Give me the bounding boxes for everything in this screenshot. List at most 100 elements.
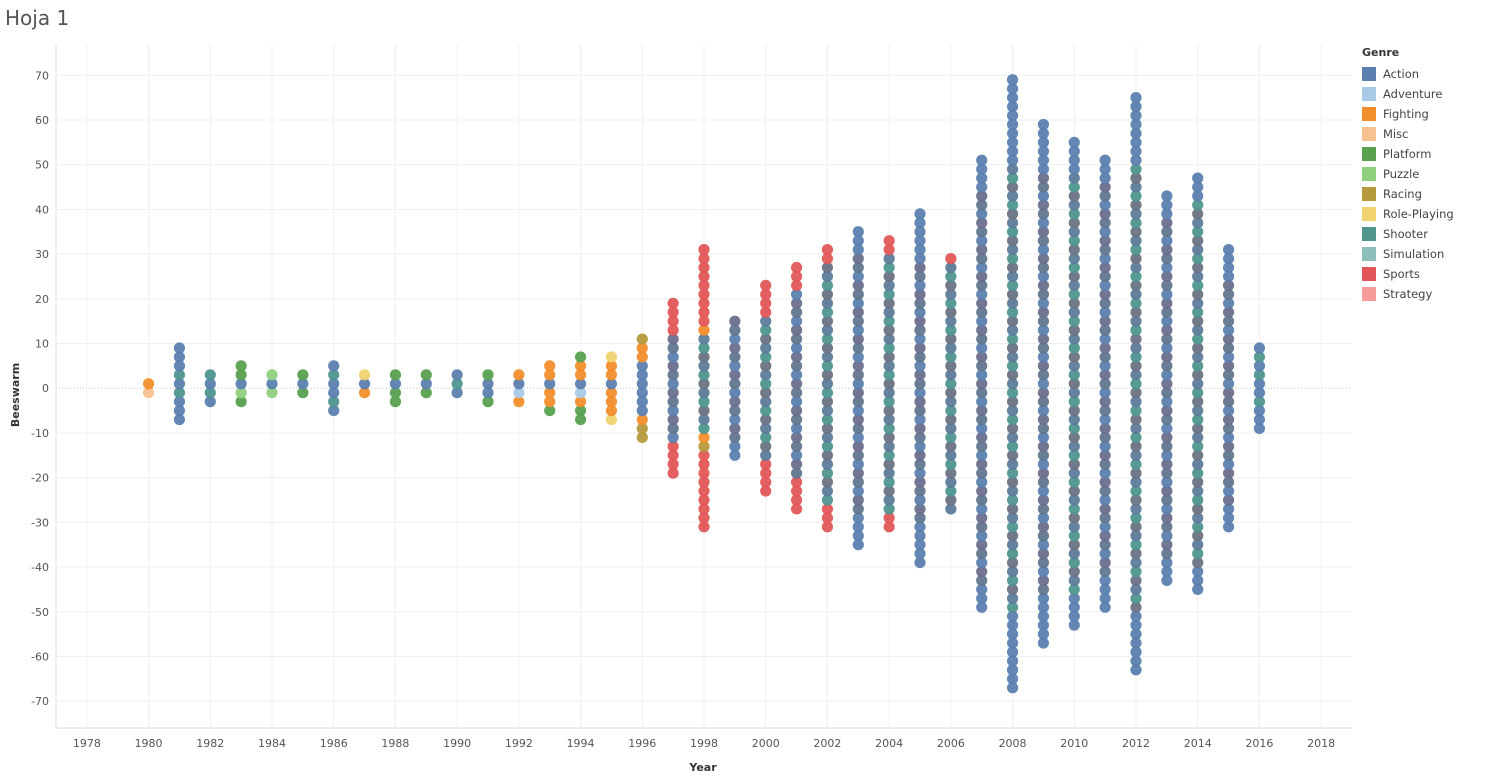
x-tick-label: 1978 — [73, 737, 101, 750]
beeswarm-point — [1037, 556, 1050, 569]
beeswarm-point — [1161, 208, 1173, 220]
beeswarm-point — [1068, 583, 1080, 596]
legend-label: Simulation — [1383, 247, 1445, 261]
beeswarm-point — [1006, 127, 1019, 140]
beeswarm-point — [1099, 574, 1111, 587]
beeswarm-point — [1130, 92, 1142, 104]
beeswarm-point — [1161, 369, 1173, 381]
beeswarm-point — [1068, 172, 1080, 184]
beeswarm-point — [821, 404, 834, 417]
legend-item-simulation[interactable]: Simulation — [1362, 244, 1454, 264]
beeswarm-point — [852, 279, 864, 292]
beeswarm-point — [1006, 181, 1019, 193]
beeswarm-point — [1192, 503, 1204, 515]
beeswarm-point — [1161, 521, 1173, 533]
beeswarm-point — [790, 342, 803, 354]
y-tick-label: -30 — [31, 516, 49, 529]
beeswarm-point — [914, 530, 926, 542]
beeswarm-point — [1037, 360, 1050, 372]
beeswarm-point — [235, 396, 247, 408]
beeswarm-point — [945, 387, 957, 399]
beeswarm-point — [914, 324, 926, 336]
beeswarm-point — [1130, 127, 1142, 140]
beeswarm-point — [790, 351, 803, 363]
beeswarm-point — [760, 360, 772, 372]
beeswarm-point — [729, 342, 741, 354]
beeswarm-point — [1037, 521, 1050, 533]
beeswarm-point — [729, 378, 741, 390]
legend-item-platform[interactable]: Platform — [1362, 144, 1454, 164]
legend-swatch — [1362, 267, 1376, 281]
beeswarm-point — [1006, 413, 1019, 426]
beeswarm-point — [1068, 485, 1080, 497]
beeswarm-point — [1161, 378, 1173, 390]
beeswarm-point — [1099, 548, 1111, 560]
beeswarm-point — [945, 261, 957, 274]
x-tick-label: 1996 — [628, 737, 656, 750]
beeswarm-point — [173, 378, 186, 390]
beeswarm-point — [1099, 485, 1111, 497]
beeswarm-point — [173, 396, 186, 408]
beeswarm-point — [1068, 181, 1080, 193]
beeswarm-point — [1161, 574, 1173, 587]
beeswarm-point — [1037, 369, 1050, 381]
legend-item-racing[interactable]: Racing — [1362, 184, 1454, 204]
beeswarm-point — [729, 387, 741, 399]
beeswarm-point — [1068, 548, 1080, 560]
beeswarm-point — [1006, 154, 1019, 166]
beeswarm-point — [790, 378, 803, 390]
beeswarm-point — [482, 387, 494, 399]
legend-item-adventure[interactable]: Adventure — [1362, 84, 1454, 104]
beeswarm-point — [1130, 261, 1142, 274]
beeswarm-point — [1253, 387, 1266, 399]
beeswarm-point — [1222, 369, 1235, 381]
beeswarm-point — [1068, 413, 1080, 426]
beeswarm-point — [914, 404, 926, 417]
beeswarm-point — [544, 360, 556, 372]
beeswarm-point — [1006, 530, 1019, 542]
beeswarm-point — [1130, 548, 1142, 560]
beeswarm-point — [1099, 449, 1111, 461]
legend-label: Puzzle — [1383, 167, 1420, 181]
beeswarm-point — [1161, 404, 1173, 417]
beeswarm-point — [1006, 342, 1019, 354]
beeswarm-point — [1099, 208, 1111, 220]
beeswarm-point — [1006, 360, 1019, 372]
beeswarm-point — [976, 279, 988, 292]
beeswarm-point — [1161, 413, 1173, 426]
legend-item-strategy[interactable]: Strategy — [1362, 284, 1454, 304]
beeswarm-point — [1130, 208, 1142, 220]
y-tick-label: 60 — [35, 114, 49, 127]
beeswarm-point — [821, 333, 834, 345]
beeswarm-point — [1068, 288, 1080, 300]
legend-item-misc[interactable]: Misc — [1362, 124, 1454, 144]
beeswarm-point — [1037, 315, 1050, 327]
beeswarm-point — [1130, 244, 1142, 256]
beeswarm-point — [1099, 378, 1111, 390]
beeswarm-point — [1006, 396, 1019, 408]
beeswarm-point — [976, 431, 988, 444]
beeswarm-point — [883, 315, 895, 327]
legend-item-fighting[interactable]: Fighting — [1362, 104, 1454, 124]
beeswarm-point — [1068, 136, 1080, 148]
beeswarm-point — [1161, 217, 1173, 229]
beeswarm-point — [1192, 565, 1204, 578]
x-tick-label: 2016 — [1245, 737, 1273, 750]
beeswarm-point — [760, 333, 772, 345]
beeswarm-point — [1222, 467, 1235, 479]
beeswarm-point — [976, 565, 988, 578]
beeswarm-point — [1099, 252, 1111, 265]
legend-item-action[interactable]: Action — [1362, 64, 1454, 84]
legend-item-shooter[interactable]: Shooter — [1362, 224, 1454, 244]
beeswarm-point — [760, 431, 772, 444]
beeswarm-point — [1006, 601, 1019, 613]
beeswarm-point — [1006, 306, 1019, 318]
beeswarm-point — [1192, 315, 1204, 327]
legend-item-puzzle[interactable]: Puzzle — [1362, 164, 1454, 184]
y-tick-label: 70 — [35, 69, 49, 82]
legend-item-sports[interactable]: Sports — [1362, 264, 1454, 284]
beeswarm-point — [1222, 252, 1235, 265]
beeswarm-point — [914, 485, 926, 497]
legend-item-role-playing[interactable]: Role-Playing — [1362, 204, 1454, 224]
